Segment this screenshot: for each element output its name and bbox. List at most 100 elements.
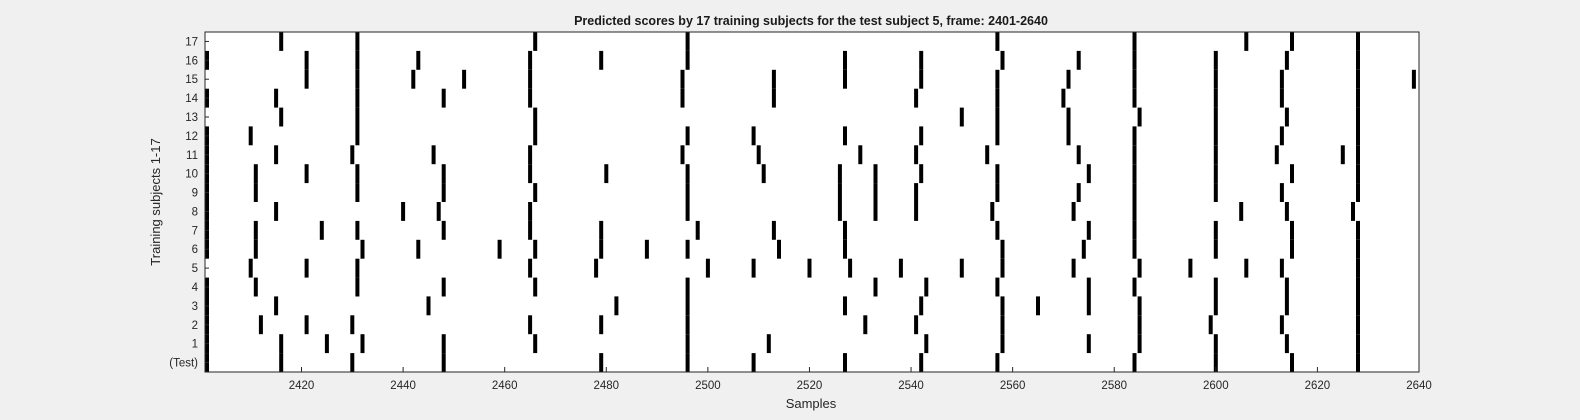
- y-tick-label: 7: [192, 225, 198, 237]
- event-mark: [462, 69, 467, 89]
- x-axis: 2420 2440 2460 2480 2500 2520 2540 2560 2580 2600…: [289, 367, 1432, 392]
- event-mark: [695, 220, 700, 240]
- event-mark: [355, 258, 360, 278]
- event-mark: [533, 126, 538, 146]
- event-mark: [858, 145, 863, 165]
- event-mark: [1213, 145, 1218, 165]
- event-mark: [1137, 258, 1142, 278]
- event-mark: [1066, 126, 1071, 146]
- event-mark: [837, 202, 842, 221]
- event-mark: [1290, 239, 1294, 259]
- event-mark: [1132, 50, 1137, 70]
- event-mark: [253, 220, 258, 240]
- event-mark: [685, 32, 690, 51]
- event-mark: [1213, 353, 1218, 372]
- event-mark: [253, 277, 258, 297]
- event-mark: [990, 202, 995, 221]
- event-mark: [274, 296, 279, 316]
- event-mark: [919, 164, 924, 184]
- event-mark: [1137, 296, 1142, 316]
- event-mark: [873, 202, 878, 221]
- y-tick-label: 6: [192, 244, 198, 256]
- event-mark: [355, 220, 360, 240]
- event-mark: [304, 164, 309, 184]
- event-mark: [995, 353, 1000, 372]
- event-mark: [680, 69, 685, 89]
- event-mark: [843, 69, 847, 89]
- event-mark: [1086, 164, 1091, 184]
- event-mark: [1356, 239, 1360, 259]
- event-mark: [685, 126, 690, 146]
- x-tick-label: 2580: [1101, 380, 1127, 392]
- event-mark: [1274, 145, 1279, 165]
- event-mark: [528, 145, 533, 165]
- event-mark: [253, 164, 258, 184]
- event-mark: [253, 239, 258, 259]
- y-tick-label: 16: [185, 55, 198, 67]
- event-mark: [1000, 258, 1005, 278]
- event-mark: [680, 145, 685, 165]
- event-mark: [533, 107, 538, 127]
- event-mark: [685, 315, 690, 335]
- event-mark: [258, 315, 263, 335]
- event-mark: [685, 50, 690, 70]
- event-mark: [1132, 164, 1137, 184]
- event-mark: [1137, 315, 1142, 335]
- event-mark: [685, 296, 690, 316]
- event-mark: [995, 164, 1000, 184]
- event-mark: [1356, 32, 1360, 51]
- event-mark: [1244, 258, 1249, 278]
- event-mark: [751, 126, 756, 146]
- event-mark: [1132, 353, 1137, 372]
- event-mark: [848, 258, 853, 278]
- event-mark: [355, 107, 360, 127]
- event-mark: [599, 220, 604, 240]
- event-mark: [1284, 202, 1289, 221]
- event-mark: [319, 220, 324, 240]
- event-mark: [248, 258, 253, 278]
- y-tick-label: 10: [185, 169, 198, 181]
- event-mark: [360, 334, 365, 354]
- event-mark: [604, 164, 609, 184]
- x-tick-label: 2620: [1305, 380, 1331, 392]
- event-mark: [1086, 277, 1091, 297]
- event-mark: [1284, 50, 1289, 70]
- event-mark: [1076, 183, 1081, 202]
- event-mark: [1290, 32, 1294, 51]
- x-tick-label: 2560: [1000, 380, 1026, 392]
- event-mark: [685, 164, 690, 184]
- event-mark: [304, 50, 309, 70]
- event-mark: [685, 239, 690, 259]
- event-mark: [350, 145, 355, 165]
- event-mark: [873, 164, 878, 184]
- event-mark: [279, 334, 284, 354]
- event-mark: [1284, 277, 1289, 297]
- y-tick-label: 8: [192, 206, 198, 218]
- event-mark: [914, 183, 919, 202]
- event-mark: [1356, 126, 1360, 146]
- event-mark: [1213, 88, 1218, 108]
- event-mark: [959, 258, 964, 278]
- event-mark: [1244, 32, 1249, 51]
- event-mark: [441, 183, 446, 202]
- event-mark: [1356, 183, 1360, 202]
- event-mark: [898, 258, 903, 278]
- event-mark: [924, 277, 929, 297]
- event-mark: [1279, 88, 1284, 108]
- event-mark: [253, 183, 258, 202]
- event-mark: [350, 353, 355, 372]
- event-mark: [1076, 50, 1081, 70]
- event-mark: [1213, 164, 1218, 184]
- event-mark: [1290, 164, 1294, 184]
- event-mark: [919, 126, 924, 146]
- event-mark: [1066, 69, 1071, 89]
- event-mark: [644, 239, 649, 259]
- event-mark: [594, 258, 599, 278]
- event-mark: [1208, 315, 1213, 335]
- event-mark: [1356, 145, 1360, 165]
- event-mark: [837, 164, 842, 184]
- event-mark: [1036, 296, 1040, 316]
- event-mark: [843, 126, 847, 146]
- event-mark: [1086, 296, 1091, 316]
